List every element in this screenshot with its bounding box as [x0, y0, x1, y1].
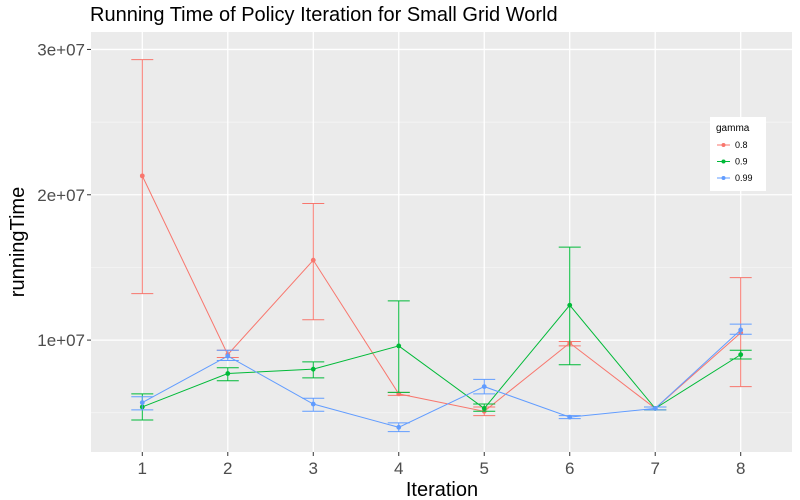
x-tick-label: 8 [736, 459, 745, 478]
chart-title: Running Time of Policy Iteration for Sma… [90, 4, 558, 26]
legend-item-0.8: 0.8 [717, 140, 748, 150]
legend-background [710, 117, 766, 191]
series-layer [131, 59, 752, 433]
data-point [481, 384, 487, 390]
y-tick-label: 3e+07 [37, 40, 85, 59]
legend-key-point [721, 143, 726, 147]
legend-title: gamma [716, 123, 750, 134]
x-tick-label: 7 [650, 459, 659, 478]
data-point [738, 327, 744, 333]
x-tick-label: 5 [480, 459, 489, 478]
x-tick-label: 2 [223, 459, 232, 478]
data-point [310, 257, 316, 263]
data-point [310, 366, 316, 372]
legend: gamma 0.8 0.9 0.99 [710, 117, 766, 191]
data-point [396, 424, 402, 430]
data-point [396, 343, 402, 349]
series-line [141, 175, 742, 412]
x-tick-label: 3 [309, 459, 318, 478]
data-point [225, 371, 231, 376]
series-0.99 [131, 323, 752, 433]
legend-label: 0.99 [735, 173, 753, 183]
x-tick-label: 6 [565, 459, 574, 478]
x-tick-label: 1 [138, 459, 147, 478]
legend-item-0.9: 0.9 [717, 157, 748, 167]
legend-key-point [721, 176, 726, 180]
x-tick-label: 4 [394, 459, 403, 478]
data-point [738, 352, 744, 358]
data-point [567, 302, 573, 308]
plot-panel [91, 32, 792, 452]
series-line [142, 304, 741, 410]
legend-label: 0.8 [735, 140, 748, 150]
data-point [652, 406, 658, 411]
data-point [139, 173, 145, 179]
x-axis-title: Iteration [406, 479, 478, 500]
legend-key-point [721, 159, 726, 164]
data-point [310, 401, 316, 407]
legend-item-0.99: 0.99 [717, 173, 753, 183]
y-tick-label: 1e+07 [37, 331, 85, 350]
axis-layer: 1e+07 2e+07 3e+07 1 2 3 4 5 6 7 8 [37, 40, 745, 478]
data-point [481, 406, 487, 411]
data-point [139, 400, 145, 405]
series-line [142, 329, 742, 428]
y-tick-label: 2e+07 [37, 186, 85, 205]
data-point [567, 414, 573, 420]
y-axis-title: runningTime [7, 187, 29, 297]
legend-label: 0.9 [735, 157, 748, 167]
data-point [225, 353, 231, 359]
